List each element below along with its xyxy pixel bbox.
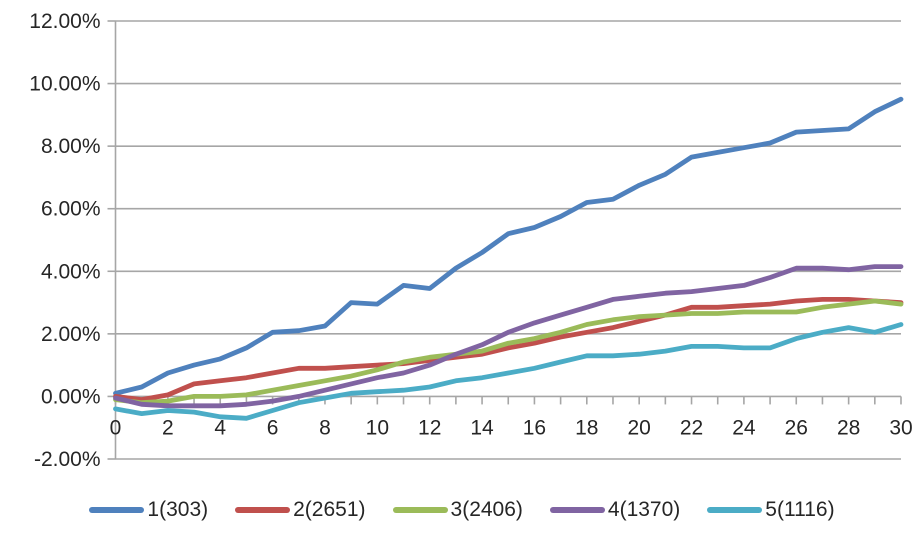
x-axis-label: 18: [575, 416, 598, 439]
series-line-3: [113, 298, 904, 406]
legend-swatch-icon: [235, 506, 291, 513]
x-axis-label: 0: [110, 416, 122, 439]
legend-label: 5(1116): [765, 498, 835, 521]
legend-item-series-3[interactable]: 3(2406): [392, 498, 523, 521]
y-axis-label: 10.00%: [29, 73, 100, 96]
x-axis-label: 12: [418, 416, 441, 439]
legend-swatch-icon: [707, 506, 763, 513]
series-line-4: [113, 264, 904, 409]
legend-item-series-2[interactable]: 2(2651): [235, 498, 366, 521]
y-axis-label: 0.00%: [41, 385, 101, 408]
series-line-1: [113, 96, 904, 396]
y-axis-label: 6.00%: [41, 198, 101, 221]
y-axis-label: 12.00%: [29, 10, 100, 33]
x-axis-label: 26: [785, 416, 808, 439]
legend-swatch-icon: [392, 506, 448, 513]
legend-item-series-1[interactable]: 1(303): [89, 499, 208, 520]
legend-item-series-4[interactable]: 4(1370): [549, 498, 681, 521]
series-line-5: [113, 322, 904, 421]
x-axis-label: 8: [319, 416, 331, 439]
y-axis-label: 2.00%: [41, 323, 101, 346]
y-axis-label: 8.00%: [41, 135, 101, 158]
y-axis-label: 4.00%: [41, 260, 101, 283]
x-axis-label: 14: [470, 416, 494, 439]
x-axis-label: 24: [732, 416, 756, 439]
x-axis-label: 2: [162, 416, 174, 439]
x-axis-label: 4: [214, 416, 226, 439]
chart-legend: 1(303) 2(2651) 3(2406) 4(1370) 5(1116): [0, 499, 924, 520]
x-axis-label: 20: [627, 416, 650, 439]
x-axis-label: 16: [523, 416, 546, 439]
legend-swatch-icon: [549, 506, 605, 513]
legend-label: 4(1370): [607, 498, 681, 521]
legend-label: 2(2651): [293, 498, 366, 521]
series-line-2: [113, 296, 904, 403]
x-axis-label: 28: [837, 416, 860, 439]
legend-item-series-5[interactable]: 5(1116): [707, 498, 835, 521]
x-axis-label: 6: [267, 416, 279, 439]
x-axis-label: 22: [680, 416, 703, 439]
x-axis-label: 30: [889, 416, 912, 439]
legend-label: 3(2406): [450, 498, 523, 521]
y-axis-label: -2.00%: [34, 448, 101, 471]
legend-label: 1(303): [147, 498, 209, 521]
x-axis-label: 10: [366, 416, 389, 439]
legend-swatch-icon: [89, 506, 145, 513]
